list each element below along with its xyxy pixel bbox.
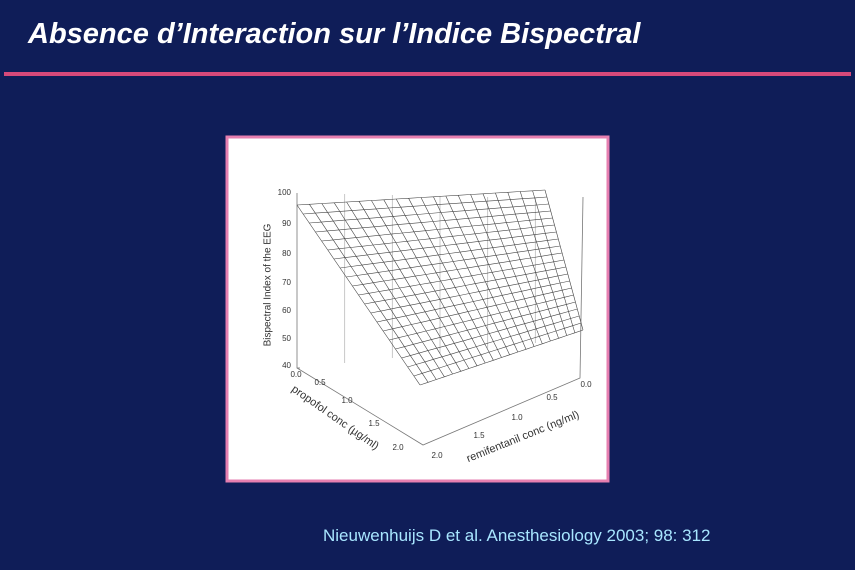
mesh-line [364,266,566,305]
y-tick-label: 0.5 [546,393,558,402]
z-tick-label: 60 [282,306,291,315]
z-tick-label: 50 [282,334,291,343]
mesh-line [532,190,576,333]
y-tick-label: 0.0 [580,380,592,389]
citation: Nieuwenhuijs D et al. Anesthesiology 200… [323,526,711,545]
mesh-line [470,194,535,347]
mesh-line [544,189,584,331]
mesh-line [383,287,572,332]
mesh-line [495,192,551,342]
mesh-line [519,191,567,336]
y-tick-label: 2.0 [431,451,443,460]
z-tick-label: 70 [282,278,291,287]
y-tick-label: 1.5 [473,431,485,440]
title-rule [4,72,851,76]
slide-title: Absence d’Interaction sur l’Indice Bispe… [28,18,641,50]
mesh-line [370,273,568,314]
mesh-line [413,322,582,377]
mesh-line [389,294,574,341]
mesh-line [395,301,576,350]
z-tick-label: 80 [282,249,291,258]
surface-mesh [296,189,584,386]
x-tick-label: 1.5 [368,419,380,428]
mesh-line [457,195,527,350]
x-tick-label: 0.0 [290,370,302,379]
z-tick-label: 100 [278,188,292,197]
mesh-line [482,193,543,344]
mesh-line [445,195,519,353]
mesh-line [401,308,578,359]
mesh-line [433,196,510,355]
z-tick-label: 90 [282,219,291,228]
x-tick-label: 1.0 [341,396,353,405]
x-tick-label: 0.5 [314,378,326,387]
mesh-line [407,315,580,368]
figure-frame [225,135,610,483]
mesh-line [376,280,570,323]
y-tick-label: 1.0 [511,413,523,422]
z-axis-label: Bispectral Index of the EEG [263,223,274,346]
z-tick-label: 40 [282,361,291,370]
mesh-line [507,192,559,339]
x-tick-label: 2.0 [392,443,404,452]
mesh-line [419,329,584,386]
mesh-line [358,259,565,296]
